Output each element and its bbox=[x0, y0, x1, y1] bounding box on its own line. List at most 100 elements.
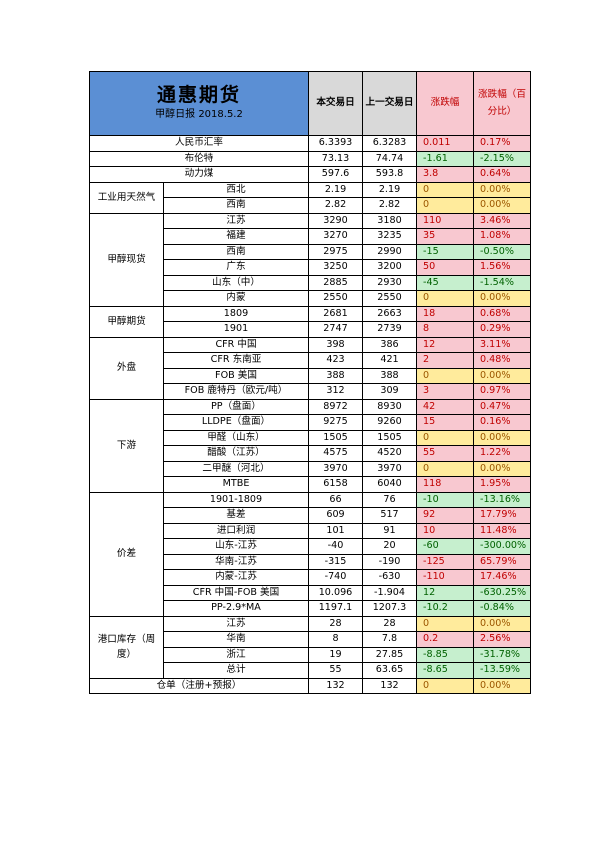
value-prev: 2550 bbox=[362, 290, 417, 307]
item-label: 布伦特 bbox=[89, 150, 309, 167]
table-row: 动力煤 597.6 593.8 3.8 0.64% bbox=[89, 166, 531, 183]
item-label: CFR 中国 bbox=[163, 336, 309, 353]
item-label: 人民币汇率 bbox=[89, 135, 309, 152]
value-today: 1505 bbox=[308, 429, 363, 446]
value-pct: -1.54% bbox=[473, 274, 531, 291]
value-change: 0 bbox=[416, 429, 474, 446]
value-change: 12 bbox=[416, 584, 474, 601]
value-prev: 28 bbox=[362, 615, 417, 632]
value-change: 12 bbox=[416, 336, 474, 353]
item-label: 动力煤 bbox=[89, 166, 309, 183]
value-today: 55 bbox=[308, 662, 363, 679]
value-prev: 91 bbox=[362, 522, 417, 539]
table-row: 华南-江苏 -315 -190 -125 65.79% bbox=[90, 553, 531, 570]
col-header-pct: 涨跌幅（百分比） bbox=[473, 71, 531, 136]
value-pct: -300.00% bbox=[473, 538, 531, 555]
value-prev: 386 bbox=[362, 336, 417, 353]
value-change: 3.8 bbox=[416, 166, 474, 183]
value-today: -740 bbox=[308, 569, 363, 586]
value-prev: 6.3283 bbox=[362, 135, 417, 152]
value-pct: 17.79% bbox=[473, 507, 531, 524]
value-change: 2 bbox=[416, 352, 474, 369]
table-row: 布伦特 73.13 74.74 -1.61 -2.15% bbox=[89, 150, 531, 167]
table-row: 人民币汇率 6.3393 6.3283 0.011 0.17% bbox=[89, 135, 531, 152]
table-row: 基差 609 517 92 17.79% bbox=[90, 507, 531, 524]
item-label: 内蒙 bbox=[163, 290, 309, 307]
item-label: 广东 bbox=[163, 259, 309, 276]
value-today: -315 bbox=[308, 553, 363, 570]
value-change: -110 bbox=[416, 569, 474, 586]
value-today: 66 bbox=[308, 491, 363, 508]
table-row: 甲醛（山东） 1505 1505 0 0.00% bbox=[90, 429, 531, 446]
table-row: 华南 8 7.8 0.2 2.56% bbox=[90, 631, 531, 648]
value-prev: 2990 bbox=[362, 243, 417, 260]
item-label: 1901 bbox=[163, 321, 309, 338]
value-change: 0 bbox=[416, 677, 474, 694]
value-pct: -13.16% bbox=[473, 491, 531, 508]
value-today: 9275 bbox=[308, 414, 363, 431]
value-prev: 421 bbox=[362, 352, 417, 369]
value-change: 8 bbox=[416, 321, 474, 338]
value-pct: 0.29% bbox=[473, 321, 531, 338]
item-label: 二甲醚（河北） bbox=[163, 460, 309, 477]
value-change: 110 bbox=[416, 212, 474, 229]
table-row: 外盘 CFR 中国 398 386 12 3.11% bbox=[89, 336, 531, 400]
value-today: 3970 bbox=[308, 460, 363, 477]
table-row: 福建 3270 3235 35 1.08% bbox=[90, 228, 531, 245]
table-row: CFR 中国-FOB 美国 10.096 -1.904 12 -630.25% bbox=[90, 584, 531, 601]
value-pct: 0.97% bbox=[473, 383, 531, 400]
value-change: 0 bbox=[416, 290, 474, 307]
value-prev: 76 bbox=[362, 491, 417, 508]
category-label: 港口库存（周度） bbox=[89, 615, 164, 679]
value-pct: 1.56% bbox=[473, 259, 531, 276]
value-prev: 6040 bbox=[362, 476, 417, 493]
value-change: 42 bbox=[416, 398, 474, 415]
item-label: FOB 鹿特丹（欧元/吨） bbox=[163, 383, 309, 400]
value-change: -1.61 bbox=[416, 150, 474, 167]
value-pct: 0.00% bbox=[473, 290, 531, 307]
value-today: 8 bbox=[308, 631, 363, 648]
value-today: 10.096 bbox=[308, 584, 363, 601]
value-today: -40 bbox=[308, 538, 363, 555]
value-prev: 3970 bbox=[362, 460, 417, 477]
value-pct: 0.00% bbox=[473, 181, 531, 198]
value-pct: 0.64% bbox=[473, 166, 531, 183]
value-today: 2.82 bbox=[308, 197, 363, 214]
value-today: 609 bbox=[308, 507, 363, 524]
table-row: PP-2.9*MA 1197.1 1207.3 -10.2 -0.84% bbox=[90, 600, 531, 617]
value-prev: -630 bbox=[362, 569, 417, 586]
item-label: 西南 bbox=[163, 243, 309, 260]
value-pct: 0.00% bbox=[473, 367, 531, 384]
item-label: PP（盘面） bbox=[163, 398, 309, 415]
value-today: 312 bbox=[308, 383, 363, 400]
value-change: -125 bbox=[416, 553, 474, 570]
item-label: 醋酸（江苏） bbox=[163, 445, 309, 462]
category-label: 下游 bbox=[89, 398, 164, 493]
value-change: 0 bbox=[416, 367, 474, 384]
item-label: 1809 bbox=[163, 305, 309, 322]
value-change: 0.2 bbox=[416, 631, 474, 648]
value-pct: 1.22% bbox=[473, 445, 531, 462]
table-row: 下游 PP（盘面） 8972 8930 42 0.47% bbox=[89, 398, 531, 493]
value-change: 0.011 bbox=[416, 135, 474, 152]
report-subtitle: 甲醇日报 2018.5.2 bbox=[155, 109, 243, 121]
value-change: 55 bbox=[416, 445, 474, 462]
value-today: 101 bbox=[308, 522, 363, 539]
value-pct: 17.46% bbox=[473, 569, 531, 586]
value-today: 388 bbox=[308, 367, 363, 384]
table-row: 总计 55 63.65 -8.65 -13.59% bbox=[90, 662, 531, 679]
item-label: MTBE bbox=[163, 476, 309, 493]
value-change: 18 bbox=[416, 305, 474, 322]
value-change: 118 bbox=[416, 476, 474, 493]
item-label: 内蒙-江苏 bbox=[163, 569, 309, 586]
table-row: 广东 3250 3200 50 1.56% bbox=[90, 259, 531, 276]
value-change: 35 bbox=[416, 228, 474, 245]
value-change: -15 bbox=[416, 243, 474, 260]
value-pct: -2.15% bbox=[473, 150, 531, 167]
value-prev: 3200 bbox=[362, 259, 417, 276]
col-header-change: 涨跌幅 bbox=[416, 71, 474, 136]
value-prev: 20 bbox=[362, 538, 417, 555]
value-pct: 0.48% bbox=[473, 352, 531, 369]
item-label: 浙江 bbox=[163, 646, 309, 663]
value-prev: 2.19 bbox=[362, 181, 417, 198]
